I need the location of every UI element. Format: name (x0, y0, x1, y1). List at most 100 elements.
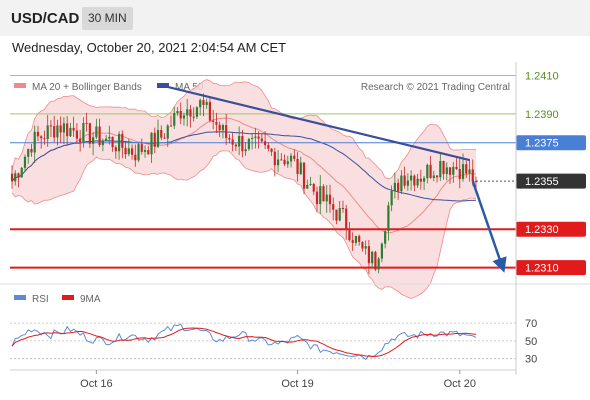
candle-body (461, 164, 465, 180)
candle-body (364, 246, 367, 249)
candle-body (419, 178, 422, 182)
candle-body (124, 147, 127, 155)
chart-header: USD/CAD 30 MIN (0, 0, 590, 36)
candle-body (319, 186, 322, 205)
candle-body (160, 130, 163, 138)
candle-body (140, 144, 143, 152)
candle-body (173, 113, 176, 126)
rsi-ma-legend-label: 9MA (80, 294, 101, 305)
candle-body (182, 115, 186, 119)
candle-body (387, 205, 390, 232)
rsi-tick-label: 70 (525, 318, 537, 330)
candle-body (432, 175, 435, 178)
candle-body (435, 175, 439, 178)
candle-body (244, 149, 247, 152)
candle-body (14, 173, 17, 182)
candle-body (452, 166, 455, 175)
candle-body (208, 101, 212, 121)
candle-body (371, 251, 374, 264)
candle-body (289, 155, 293, 162)
candle-body (72, 127, 75, 131)
candle-body (397, 182, 400, 192)
candle-body (186, 109, 189, 116)
candle-body (273, 151, 276, 166)
candle-body (36, 131, 40, 137)
candle-body (101, 140, 104, 146)
candle-body (270, 148, 273, 152)
candle-body (27, 148, 30, 157)
candle-body (267, 145, 270, 149)
candle-body (445, 167, 448, 175)
timeframe-badge[interactable]: 30 MIN (82, 7, 133, 30)
candle-body (403, 175, 406, 186)
price-label-0: 1.2410 (525, 70, 559, 82)
candle-body (43, 138, 46, 140)
candle-body (283, 159, 286, 165)
candle-body (130, 148, 134, 155)
candle-body (95, 126, 98, 138)
candle-body (231, 139, 234, 145)
ma50-legend-label: MA 50 (175, 82, 204, 93)
candle-body (458, 169, 461, 180)
candle-body (163, 137, 166, 139)
price-label-1: 1.2390 (525, 109, 559, 121)
candle-body (390, 190, 393, 206)
candle-body (358, 235, 361, 242)
candle-body (195, 107, 199, 117)
candle-body (361, 241, 364, 249)
candle-body (422, 178, 426, 182)
candle-body (377, 258, 380, 270)
candle-body (143, 150, 147, 152)
candle-body (410, 175, 413, 181)
candle-body (341, 208, 345, 210)
candle-body (413, 175, 416, 186)
candle-body (20, 167, 23, 178)
level-lines-layer (10, 74, 516, 269)
candle-body (325, 194, 328, 202)
price-label-5: 1.2310 (525, 263, 559, 275)
candle-body (241, 135, 244, 152)
candle-body (322, 186, 325, 202)
candle-body (117, 133, 121, 152)
candle-body (82, 122, 85, 143)
price-label-4: 1.2330 (525, 224, 559, 236)
candle-body (228, 138, 231, 140)
rsi-tick-label: 50 (525, 336, 537, 348)
price-label-3: 1.2355 (525, 176, 559, 188)
candle-body (127, 148, 130, 155)
candle-body (367, 246, 371, 264)
candle-body (393, 182, 396, 191)
candle-body (465, 164, 468, 174)
candle-body (104, 138, 108, 141)
x-tick-label: Oct 16 (80, 378, 112, 390)
rsi-line (11, 323, 477, 361)
candle-body (254, 136, 257, 138)
candle-body (17, 173, 20, 178)
candle-body (88, 123, 91, 144)
rsi-legend-label: RSI (32, 294, 49, 305)
candle-body (85, 122, 88, 124)
x-axis-layer: Oct 16 Oct 19 Oct 20 (80, 370, 476, 390)
candle-body (30, 148, 33, 153)
candle-body (276, 159, 280, 166)
price-tag-3 (516, 173, 586, 189)
resistance-trendline (167, 85, 470, 162)
symbol-label: USD/CAD (11, 10, 80, 27)
candle-body (251, 137, 254, 139)
candle-body (299, 162, 302, 175)
rsi-tick-label: 30 (525, 354, 537, 366)
candle-body (179, 111, 182, 119)
candle-body (215, 122, 218, 125)
candle-body (328, 194, 332, 205)
candle-body (192, 116, 195, 118)
candle-body (468, 169, 471, 174)
candle-body (247, 138, 250, 150)
candle-body (53, 126, 56, 138)
candle-body (176, 111, 179, 114)
bollinger-band-fill (12, 79, 476, 299)
candle-body (416, 178, 419, 186)
x-tick-label: Oct 19 (281, 378, 313, 390)
candle-body (218, 124, 221, 131)
candle-body (286, 161, 289, 165)
candle-body (263, 141, 267, 146)
